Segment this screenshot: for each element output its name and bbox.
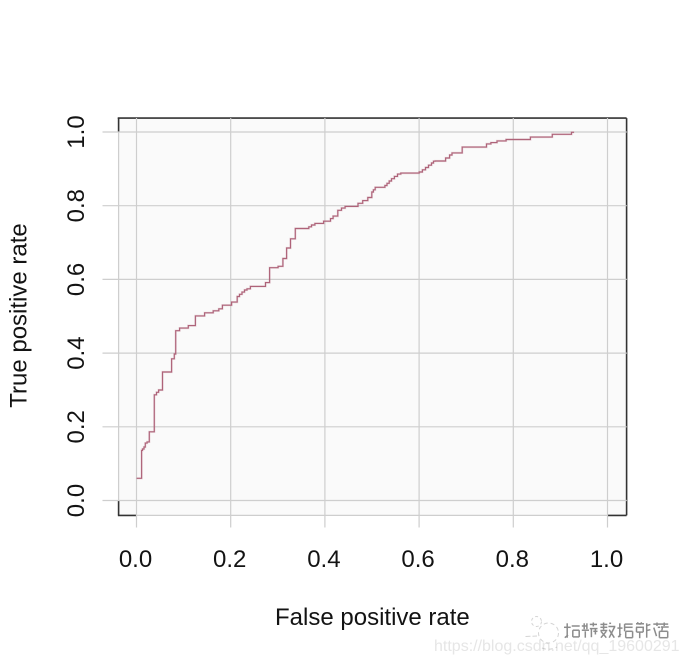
svg-text:0.6: 0.6 — [63, 263, 90, 296]
svg-text:0.4: 0.4 — [307, 546, 340, 573]
svg-text:0.8: 0.8 — [496, 546, 529, 573]
svg-text:True positive rate: True positive rate — [6, 223, 33, 408]
svg-text:1.0: 1.0 — [63, 115, 90, 148]
svg-text:0.0: 0.0 — [63, 484, 90, 517]
svg-text:0.4: 0.4 — [63, 336, 90, 369]
svg-text:0.8: 0.8 — [63, 189, 90, 222]
svg-text:0.6: 0.6 — [401, 546, 434, 573]
svg-text:False positive rate: False positive rate — [275, 604, 470, 631]
svg-text:1.0: 1.0 — [590, 546, 623, 573]
svg-text:0.2: 0.2 — [63, 410, 90, 443]
svg-text:0.0: 0.0 — [119, 546, 152, 573]
svg-text:https://blog.csdn.net/qq_19600: https://blog.csdn.net/qq_19600291 — [434, 638, 680, 655]
svg-text:0.2: 0.2 — [213, 546, 246, 573]
